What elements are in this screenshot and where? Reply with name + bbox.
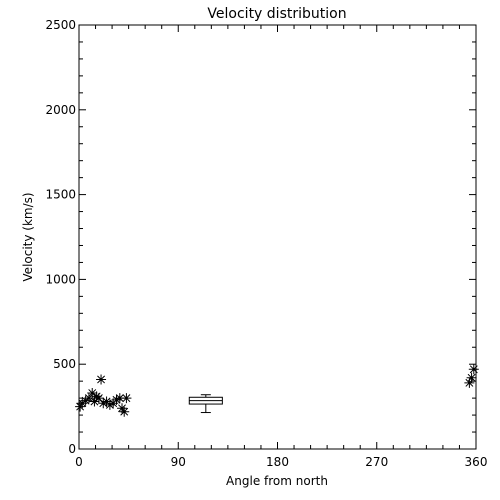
x-axis-label: Angle from north <box>226 474 328 488</box>
axis-ticks <box>78 24 477 450</box>
data-point <box>119 406 130 417</box>
data-point <box>89 396 100 407</box>
data-point <box>468 364 479 375</box>
data-point <box>96 374 107 385</box>
y-tick-label: 2500 <box>45 18 76 32</box>
chart-title: Velocity distribution <box>207 6 346 22</box>
plot-frame <box>78 24 477 450</box>
data-point <box>466 372 477 383</box>
data-points <box>75 364 479 417</box>
y-tick-label: 0 <box>68 442 76 456</box>
x-tick-labels: 0 90 180 270 360 <box>75 455 487 469</box>
data-point <box>83 393 94 404</box>
y-tick-labels: 0 500 1000 1500 2000 2500 <box>45 18 76 456</box>
data-point <box>93 393 104 404</box>
y-tick-label: 500 <box>53 357 76 371</box>
data-point <box>121 393 132 404</box>
x-tick-label: 180 <box>266 455 289 469</box>
data-point <box>111 394 122 405</box>
x-tick-label: 270 <box>365 455 388 469</box>
data-point <box>464 377 475 388</box>
boxplot <box>188 394 223 414</box>
data-point <box>80 395 91 406</box>
data-point <box>104 399 115 410</box>
data-point <box>117 403 128 414</box>
data-point <box>77 398 88 409</box>
y-tick-label: 1000 <box>45 272 76 286</box>
y-tick-label: 1500 <box>45 188 76 202</box>
x-tick-label: 360 <box>465 455 488 469</box>
x-tick-label: 90 <box>171 455 186 469</box>
y-axis-label: Velocity (km/s) <box>21 192 35 281</box>
data-point <box>75 401 86 412</box>
x-tick-label: 0 <box>75 455 83 469</box>
y-tick-label: 2000 <box>45 103 76 117</box>
data-point <box>114 393 125 404</box>
data-point <box>87 388 98 399</box>
data-point <box>98 398 109 409</box>
